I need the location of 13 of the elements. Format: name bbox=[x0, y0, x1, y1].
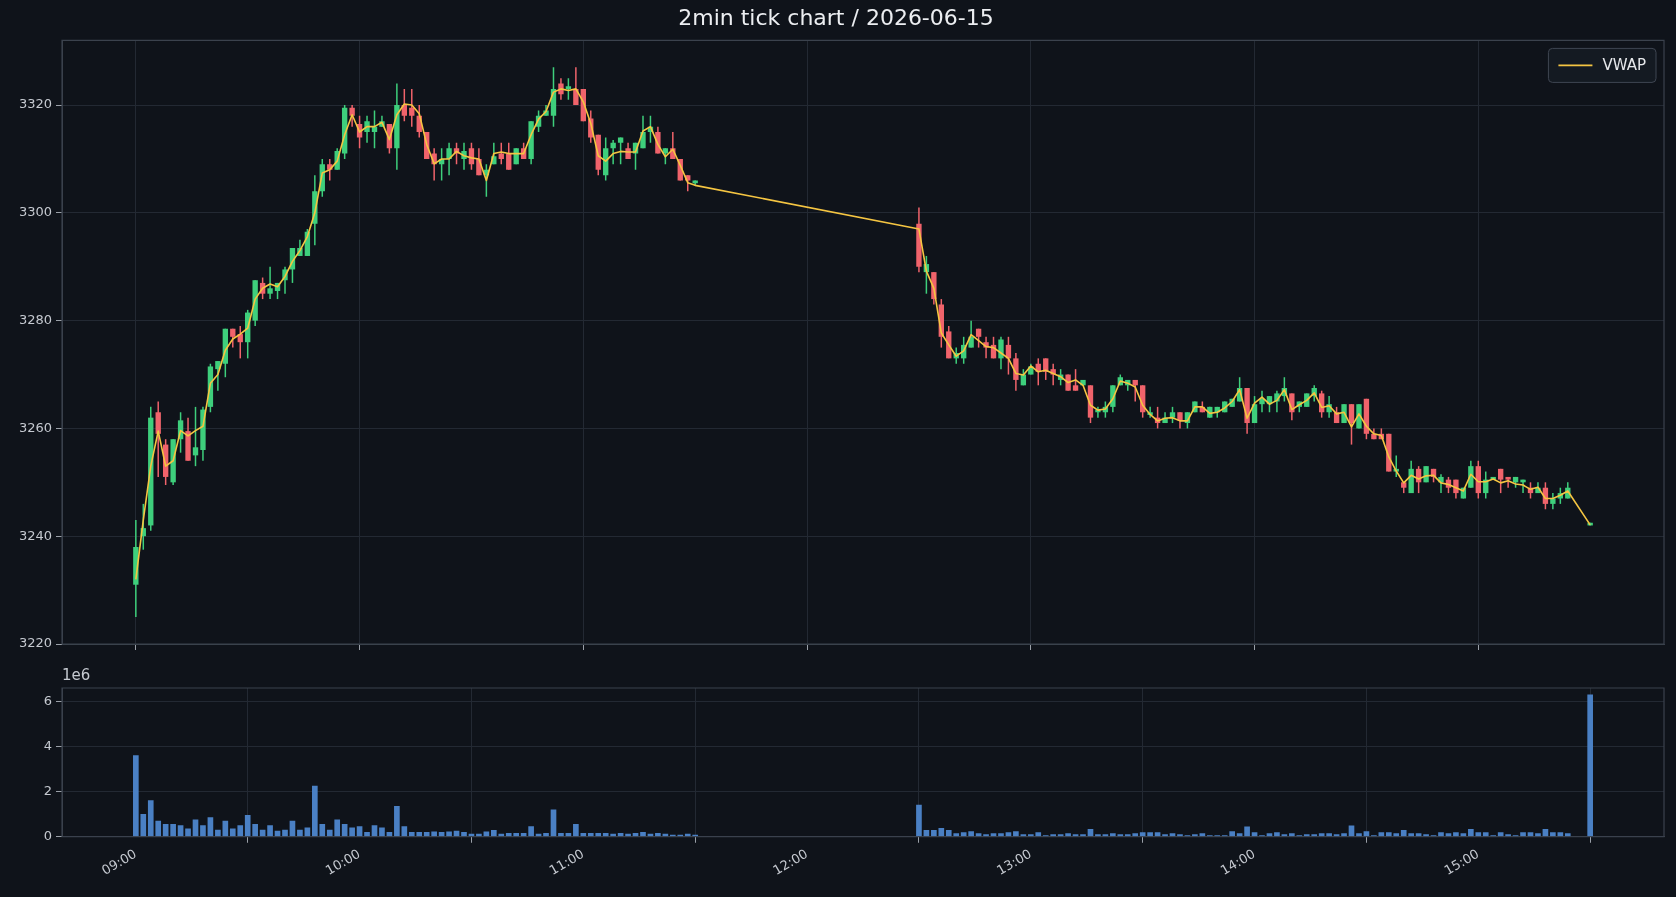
y-tick-label: 3220 bbox=[18, 635, 52, 651]
text: 1e6 bbox=[62, 666, 91, 685]
y-tick-label: 3300 bbox=[18, 204, 52, 220]
chart-title: 2min tick chart / 2026-06-15 bbox=[678, 4, 994, 30]
y-tick-label: 3260 bbox=[18, 419, 52, 435]
y-tick-label: 2 bbox=[43, 783, 52, 799]
y-tick-label: 3240 bbox=[18, 527, 52, 543]
y-tick-label: 3320 bbox=[18, 96, 52, 112]
y-tick-label: 6 bbox=[43, 692, 52, 708]
legend-label: VWAP bbox=[1602, 56, 1647, 75]
y-tick-label: 4 bbox=[43, 737, 52, 753]
y-tick-label: 0 bbox=[43, 828, 52, 844]
y-tick-label: 3280 bbox=[18, 312, 52, 328]
